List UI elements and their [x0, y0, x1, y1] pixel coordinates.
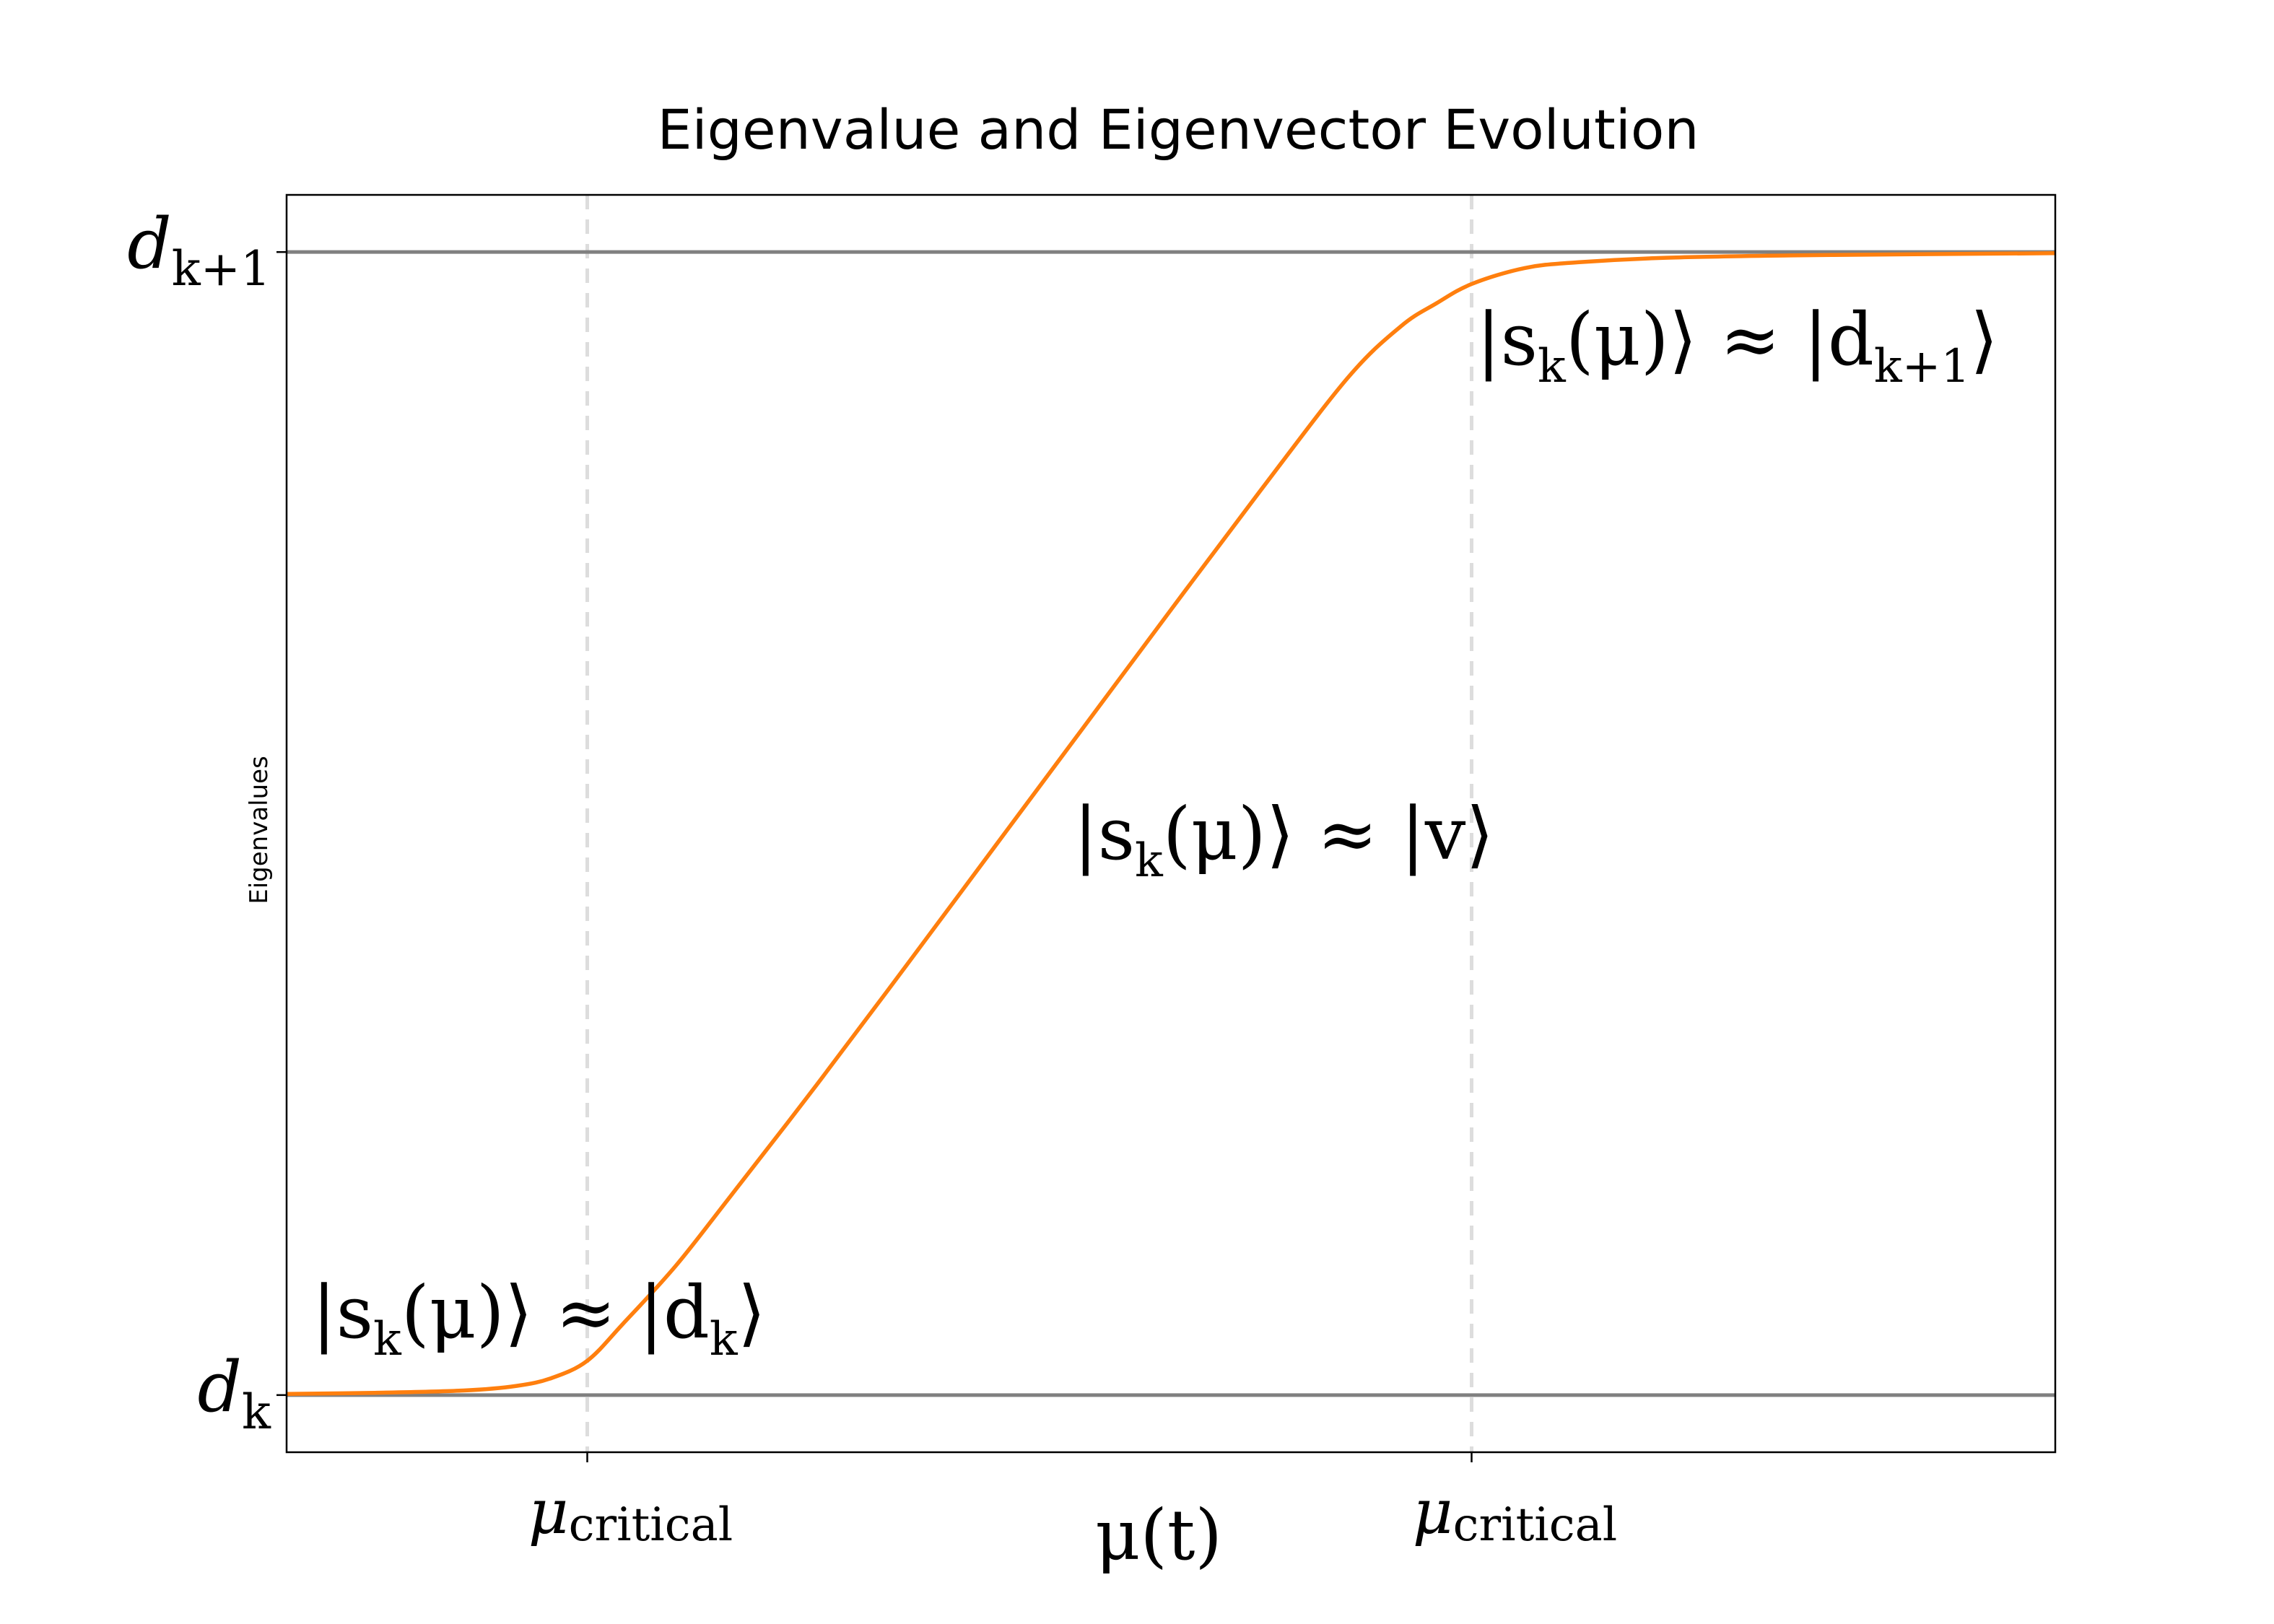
y-tick-label-0: dk [198, 1347, 271, 1440]
eigenvalue-hlines [287, 250, 2055, 1397]
x-axis-label: μ(t) [1095, 1495, 1222, 1576]
annotation-dk1: |sk(μ)⟩ ≈ |dk+1⟩ [1476, 297, 1998, 393]
y-tick-label-1: dk+1 [127, 204, 271, 297]
x-tick-label-0: μcritical [528, 1476, 733, 1552]
x-tick-label-1: μcritical [1413, 1476, 1617, 1552]
critical-vlines [585, 195, 1473, 1452]
series-layer [286, 251, 2056, 1396]
annotation-v: |sk(μ)⟩ ≈ |v⟩ [1073, 792, 1494, 888]
annotation-dk: |sk(μ)⟩ ≈ |dk⟩ [312, 1270, 766, 1366]
plot-frame [285, 193, 2057, 1454]
y-axis-label: Eigenvalues [245, 756, 274, 904]
x-ticks: μcritical μcritical [528, 1452, 1617, 1552]
chart-title: Eigenvalue and Eigenvector Evolution [657, 97, 1699, 162]
annotations: |sk(μ)⟩ ≈ |dk⟩ |sk(μ)⟩ ≈ |v⟩ |sk(μ)⟩ ≈ |… [312, 297, 1998, 1366]
series-line-0 [286, 251, 2056, 1396]
y-ticks: dk dk+1 [127, 204, 287, 1440]
